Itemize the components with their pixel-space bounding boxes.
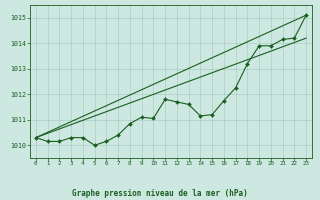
Text: Graphe pression niveau de la mer (hPa): Graphe pression niveau de la mer (hPa) <box>72 189 248 198</box>
